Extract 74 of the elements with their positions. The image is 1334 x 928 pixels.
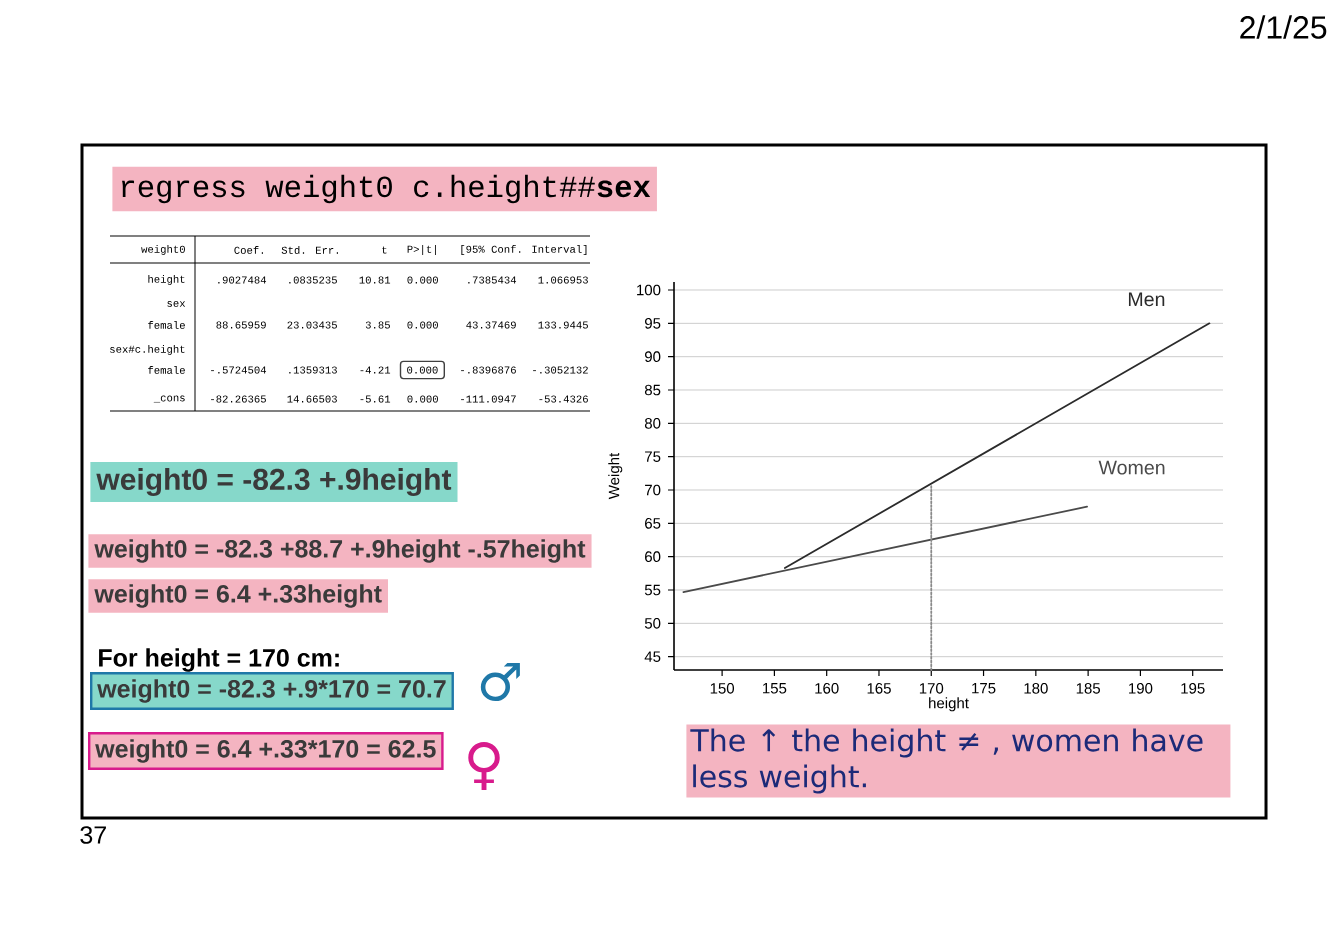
text: 43.37469 (466, 321, 516, 329)
y-tick-label: 60 (645, 551, 661, 562)
text: [95% Conf. Interval] (461, 245, 587, 255)
text: 133.9445 (538, 321, 588, 329)
text: Coef. (234, 246, 264, 254)
x-tick-label: 185 (1076, 683, 1101, 694)
y-tick-label: 100 (637, 284, 661, 296)
text: regress weight0 c.height##sex (122, 174, 651, 204)
x-tick-label: 165 (867, 683, 891, 694)
text: height (148, 275, 185, 285)
text: 0.000 (407, 395, 438, 403)
text: .9027484 (218, 276, 267, 284)
x-tick-label: 170 (919, 683, 944, 694)
x-tick-label: 160 (815, 683, 839, 694)
text: -82.26365 (211, 395, 266, 403)
text: -111.0947 (461, 395, 516, 403)
y-tick-label: 95 (645, 318, 661, 329)
y-axis-title: Weight (608, 452, 623, 500)
text: -5.61 (360, 395, 391, 403)
text: sex (167, 301, 186, 307)
y-tick-label: 90 (645, 351, 661, 362)
text: weight0 (141, 245, 185, 255)
text: 23.03435 (287, 321, 337, 329)
text: .1359313 (289, 366, 337, 374)
text: 0.000 (407, 276, 438, 284)
y-tick-label: 80 (644, 418, 661, 429)
y-tick-label: 70 (645, 484, 661, 496)
text: t (382, 246, 387, 254)
x-tick-label: 155 (763, 683, 787, 694)
text: ♂ (480, 662, 520, 702)
text: ♀ (468, 742, 500, 791)
text: -.8396876 (461, 366, 516, 374)
text: .0835235 (289, 276, 337, 284)
text: 37 (80, 826, 106, 844)
x-tick-label: 150 (710, 683, 735, 694)
text: 3.85 (365, 321, 390, 329)
text: The ↑ the height ≠ , women have less weight. (690, 728, 1203, 794)
x-tick-label: 195 (1181, 683, 1205, 694)
x-axis-title: height (929, 697, 969, 712)
text: -53.4326 (539, 395, 588, 403)
text: 0.000 (407, 366, 438, 374)
text: 14.66503 (287, 395, 337, 403)
text: weight0 = -82.3 +.9*170 = 70.7 (97, 679, 446, 703)
text: weight0 = -82.3 +88.7 +.9height -.57height (94, 539, 586, 563)
x-tick-label: 180 (1024, 683, 1048, 694)
text: .7385434 (468, 276, 517, 284)
text: For height = 170 cm: (99, 648, 339, 672)
y-tick-label: 75 (645, 451, 661, 462)
text: weight0 = -82.3 +.9height (96, 467, 452, 497)
text: -.3052132 (533, 366, 588, 374)
text: 2/1/25 (1240, 15, 1327, 39)
text: weight0 = 6.4 +.33*170 = 62.5 (95, 739, 436, 763)
y-tick-label: 50 (644, 618, 661, 629)
text: sex#c.height (110, 345, 185, 355)
text: weight0 = 6.4 +.33height (94, 584, 382, 608)
text: female (148, 366, 185, 374)
text: female (148, 321, 185, 329)
y-tick-label: 45 (644, 651, 661, 662)
series-label: Men (1128, 292, 1165, 307)
y-tick-label: 65 (645, 518, 661, 529)
text: 10.81 (359, 276, 391, 284)
text: 88.65959 (216, 321, 266, 329)
x-tick-label: 190 (1129, 683, 1153, 694)
text: P>|t| (407, 245, 436, 255)
text: Std. Err. (281, 246, 339, 254)
text: 0.000 (407, 321, 438, 329)
series-label: Women (1098, 460, 1165, 475)
text: 1.066953 (538, 276, 588, 284)
y-tick-label: 85 (644, 384, 661, 396)
x-tick-label: 175 (972, 683, 996, 694)
text: -4.21 (360, 366, 391, 374)
text: -.5724504 (211, 366, 267, 374)
text: _cons (153, 395, 185, 403)
y-tick-label: 55 (644, 584, 661, 596)
